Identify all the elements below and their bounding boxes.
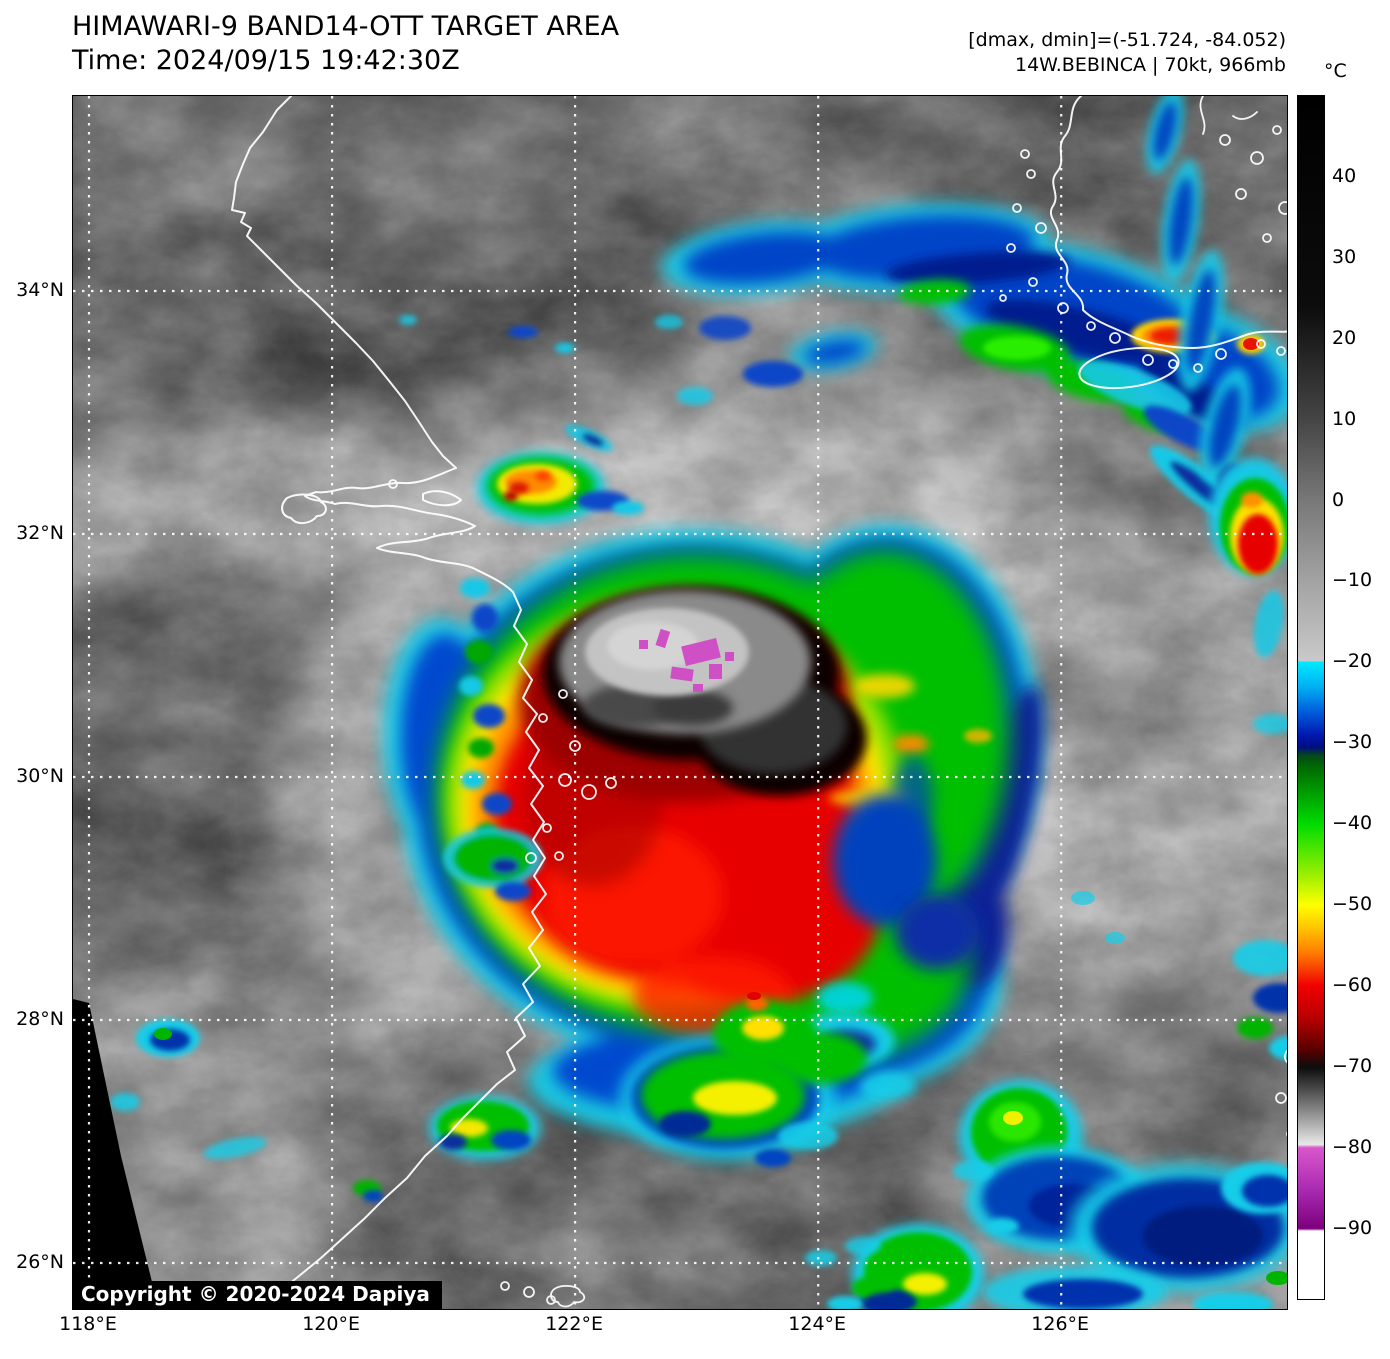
northeast-islands	[1199, 96, 1287, 243]
latitude-tick-label: 30°N	[16, 765, 64, 787]
longitude-tick-label: 124°E	[788, 1313, 847, 1335]
satellite-map: Copyright © 2020-2024 Dapiya	[72, 95, 1288, 1310]
overshooting-tops	[639, 628, 734, 692]
east-edge-band	[1146, 96, 1287, 658]
longitude-tick-label: 120°E	[302, 1313, 360, 1335]
header-annotations: [dmax, dmin]=(-51.724, -84.052) 14W.BEBI…	[968, 28, 1286, 78]
latitude-tick-label: 32°N	[16, 522, 64, 544]
colorbar-unit-label: °C	[1324, 60, 1347, 82]
coastlines	[231, 96, 1287, 1309]
colorbar-tick-label: 20	[1332, 326, 1357, 349]
storm-info: 14W.BEBINCA | 70kt, 966mb	[1014, 54, 1286, 76]
west-fragment-chain	[399, 315, 613, 901]
southern-rainbands	[110, 714, 1287, 1309]
lake-tai	[281, 493, 327, 524]
dmax-dmin-readout: [dmax, dmin]=(-51.724, -84.052)	[968, 29, 1286, 51]
colorbar-gradient	[1298, 96, 1324, 1299]
longitude-tick-label: 126°E	[1031, 1313, 1090, 1335]
colorbar-tick-label: −60	[1332, 973, 1373, 996]
colorbar-tick-label: 40	[1332, 164, 1357, 187]
longitude-axis: 118°E 120°E 122°E 124°E 126°E	[59, 1312, 1286, 1340]
northern-rainband	[655, 203, 1287, 536]
page-title: HIMAWARI-9 BAND14-OTT TARGET AREA	[72, 11, 620, 42]
latitude-axis: 34°N 32°N 30°N 28°N 26°N	[0, 95, 64, 1308]
latitude-tick-label: 26°N	[16, 1251, 64, 1273]
timestamp: Time: 2024/09/15 19:42:30Z	[72, 45, 460, 76]
colorbar-tick-label: −10	[1332, 569, 1373, 592]
zhejiang-fujian-coast	[240, 591, 547, 1309]
china-coastline	[231, 96, 457, 469]
colorbar-tick-label: −90	[1332, 1216, 1373, 1239]
longitude-tick-label: 122°E	[545, 1313, 603, 1335]
colorbar-tick-label: −30	[1332, 731, 1373, 754]
copyright-badge: Copyright © 2020-2024 Dapiya	[73, 1281, 442, 1309]
title-block: HIMAWARI-9 BAND14-OTT TARGET AREA Time: …	[72, 10, 619, 78]
zhoushan-islands	[388, 479, 617, 864]
colorbar-tick-label: 30	[1332, 245, 1357, 268]
satellite-imagery	[73, 96, 1287, 1309]
colorbar-tick-label: −40	[1332, 812, 1373, 835]
southeast-islands	[1275, 1050, 1287, 1137]
latitude-tick-label: 28°N	[16, 1008, 64, 1030]
colorbar-tick-label: −80	[1332, 1135, 1373, 1158]
hangzhou-bay	[376, 525, 514, 593]
colorbar-tick-label: 10	[1332, 407, 1357, 430]
chongming-island	[422, 490, 462, 507]
colorbar-tick-label: 0	[1332, 488, 1345, 511]
colorbar-tick-label: −20	[1332, 650, 1373, 673]
colorbar-tick-label: −70	[1332, 1054, 1373, 1077]
korea-coastline	[1050, 96, 1287, 349]
longitude-tick-label: 118°E	[59, 1313, 117, 1335]
typhoon-core	[383, 524, 1044, 1142]
latitude-tick-label: 34°N	[16, 279, 64, 301]
northwest-convection-blob	[477, 452, 644, 524]
jeju-island	[1078, 346, 1180, 390]
scan-edge-wedge	[73, 999, 152, 1282]
korea-islands	[999, 149, 1286, 373]
colorbar	[1297, 95, 1325, 1300]
colorbar-tick-label: −50	[1332, 893, 1373, 915]
colorbar-ticks: 40 30 20 10 0 −10 −20 −30 −40 −50 −60 −70 −80 −90	[1332, 95, 1390, 1298]
